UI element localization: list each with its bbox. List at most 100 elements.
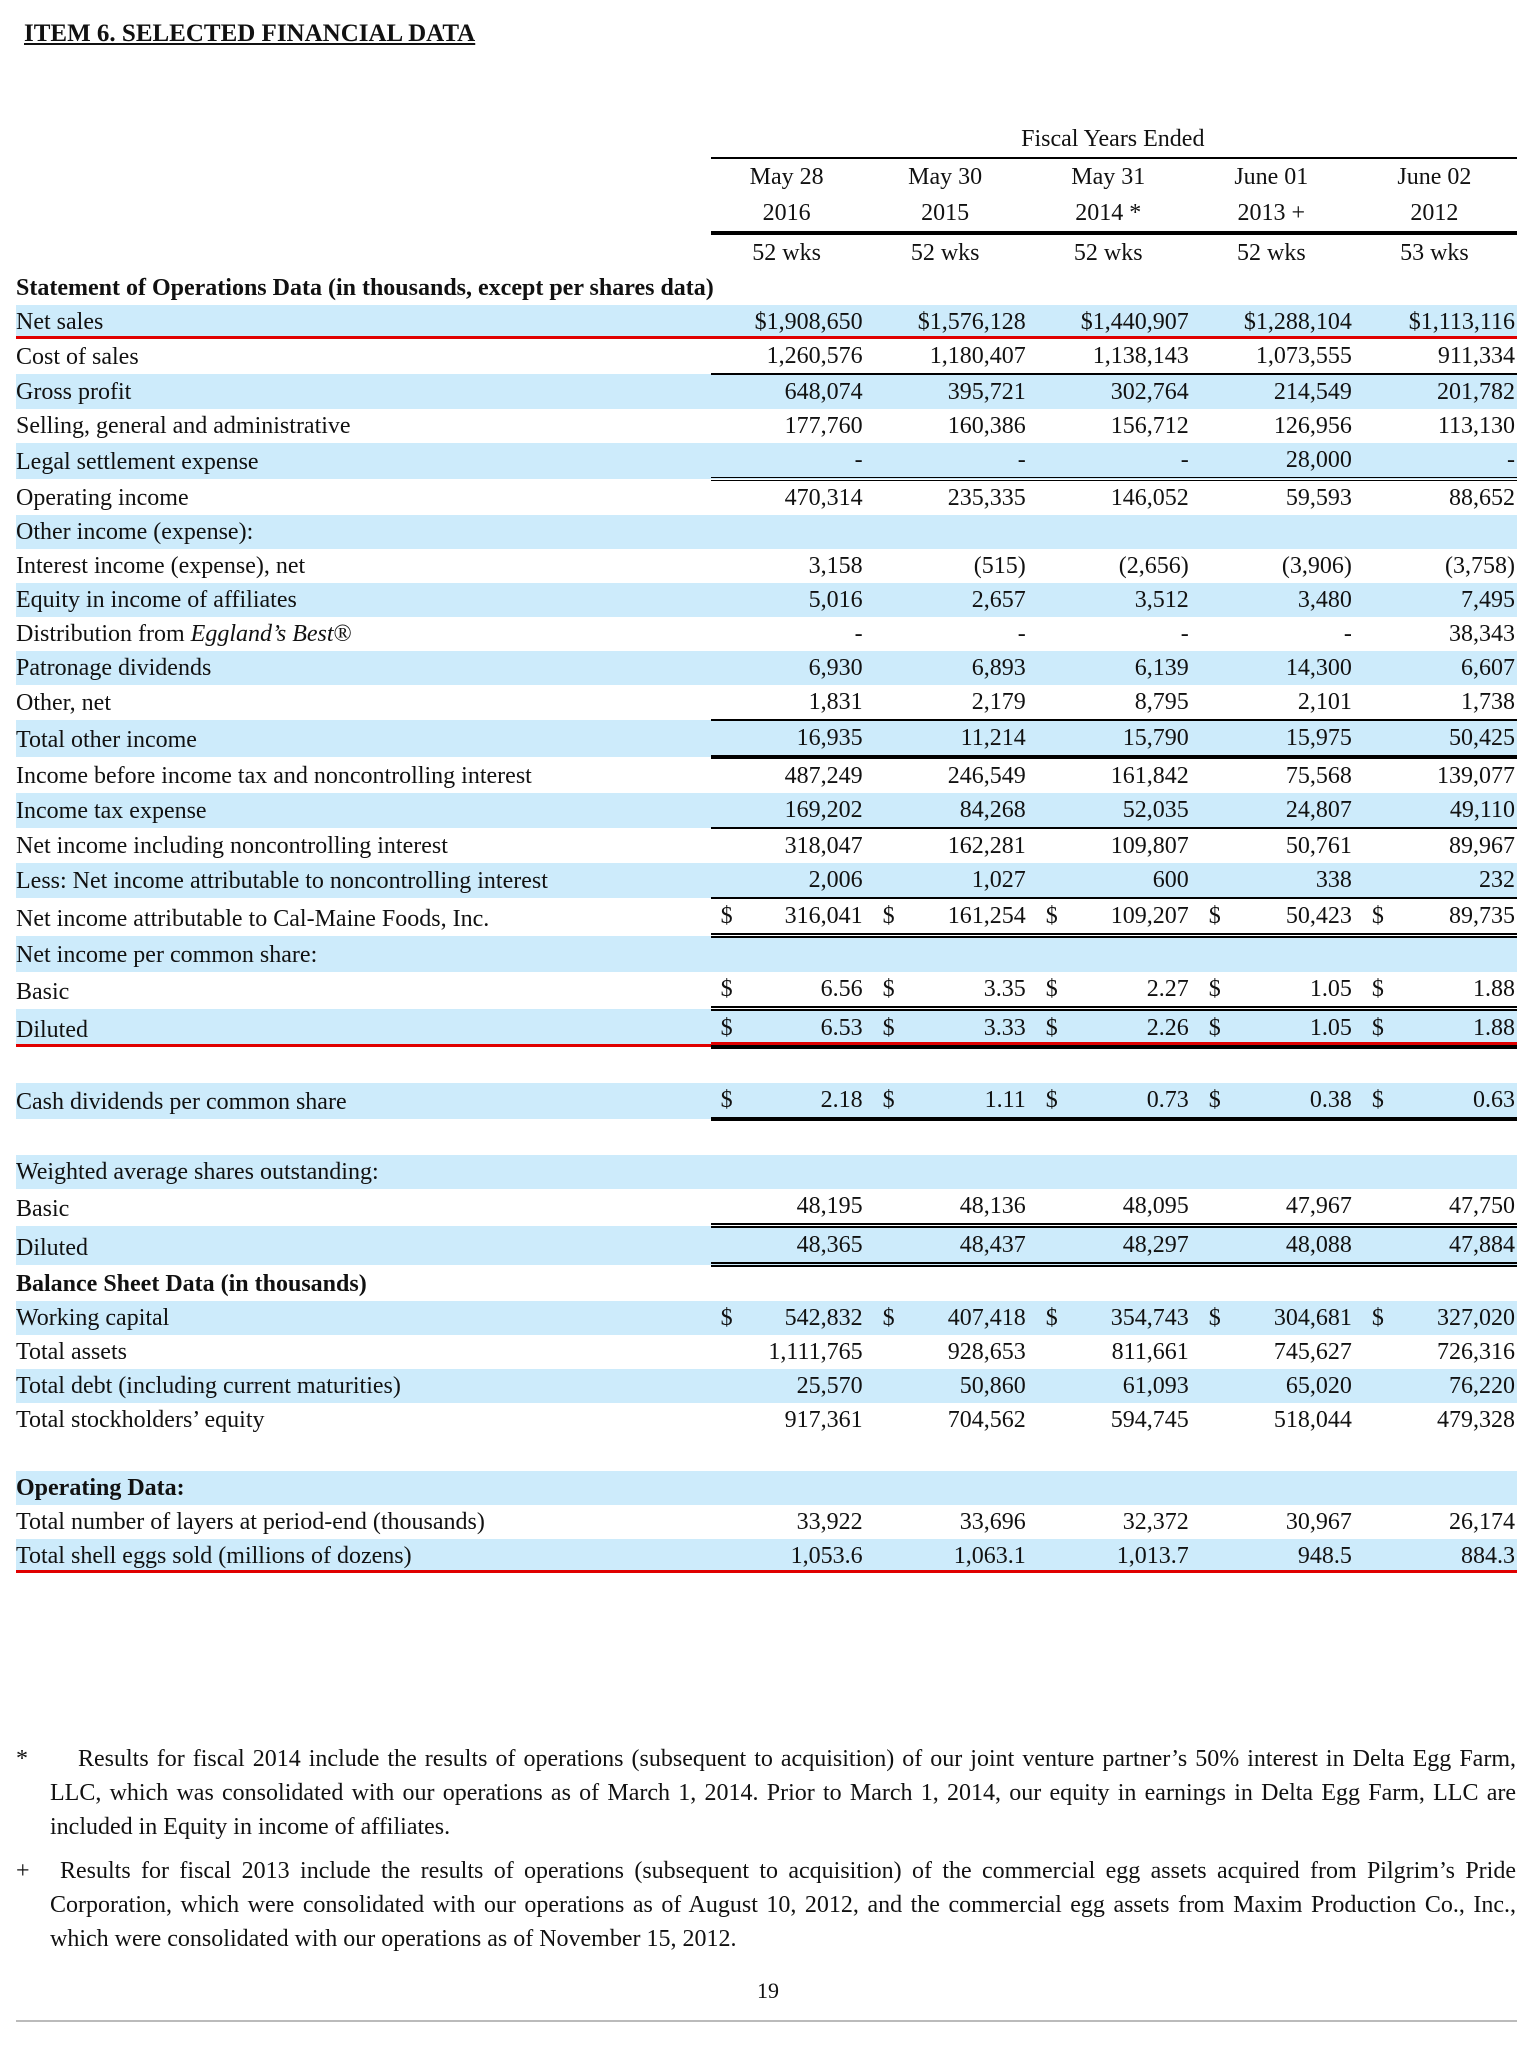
row-label-text: Income tax expense [16,798,207,824]
row-label-text: Net income including noncontrolling inte… [16,833,448,859]
table-row: Total assets 1,111,765 928,653 811,661 745,6… [16,1335,1517,1369]
value-text: - [1180,447,1189,473]
page-bottom-rule [16,2020,1517,2022]
row-label-text: Basic [16,1195,70,1222]
row-label-text: Statement of Operations Data (in thousan… [16,275,714,301]
value-cell: 487,249 [711,757,865,793]
value-text: 302,764 [1110,379,1189,405]
value-cell: 25,570 [710,1369,865,1403]
value-cell: $1.05 [1190,972,1354,1011]
value-cell: 24,807 [1190,793,1354,828]
value-cell: 49,110 [1353,793,1517,828]
value-text: 338 [1315,867,1352,893]
value-text: 600 [1152,867,1189,893]
value-text: 38,343 [1449,621,1515,647]
row-label: Total debt (including current maturities… [16,1369,711,1403]
row-label-text: Legal settlement expense [16,449,259,475]
value-cell [864,1119,1028,1155]
row-label-text: Cash dividends per common share [16,1089,347,1115]
row-label: Interest income (expense), net [16,549,711,583]
row-label [16,1437,711,1471]
value-text: 49,110 [1449,797,1515,823]
row-label: Balance Sheet Data (in thousands) [16,1265,711,1302]
row-label: Net sales [16,305,711,339]
value-text: 201,782 [1437,379,1515,405]
table-row: Income before income tax and noncontroll… [16,757,1517,793]
row-label-text: Equity in income of affiliates [16,587,297,613]
currency-symbol: $ [882,1087,895,1113]
currency-symbol: $ [1208,1087,1221,1113]
row-label: Total stockholders’ equity [16,1403,711,1437]
value-text: - [854,447,863,473]
value-text: 487,249 [784,763,863,789]
spacer-row [16,1047,1517,1083]
table-row: Legal settlement expense - - - 28,000 - [16,443,1517,479]
section-heading-row: Other income (expense): [16,515,1517,549]
value-cell: 47,967 [1190,1189,1354,1228]
row-label [16,1047,711,1083]
value-text: 47,967 [1285,1193,1352,1219]
section-heading-row: Statement of Operations Data (in thousan… [16,271,1517,305]
value-cell: 146,052 [1027,477,1191,515]
header-year-row: 2016 2015 2014 * 2013 +2012 [16,195,1517,235]
value-text: 928,653 [947,1339,1026,1365]
value-cell: - [710,443,865,479]
value-cell [1353,935,1517,972]
value-text: 354,743 [1110,1305,1189,1331]
value-cell: 479,328 [1354,1403,1517,1437]
value-text: 52,035 [1122,797,1189,823]
value-cell: (3,758) [1354,549,1517,583]
value-cell: 318,047 [710,827,865,863]
value-text: 246,549 [947,763,1026,789]
row-label-text: Less: Net income attributable to noncont… [16,868,548,894]
currency-symbol: $ [1371,976,1384,1002]
value-text: 48,088 [1285,1232,1352,1258]
table-row: Total number of layers at period-end (th… [16,1505,1517,1539]
value-text: 704,562 [947,1407,1026,1433]
value-text: 1,111,765 [768,1339,863,1365]
value-cell: $0.63 [1353,1083,1517,1121]
column-header-week: 52 wks [1236,240,1306,266]
currency-symbol: $ [882,1015,895,1041]
value-cell: - [864,443,1028,479]
value-cell: $1,440,907 [1027,305,1191,339]
value-text: 726,316 [1437,1339,1515,1365]
column-header-week: 52 wks [910,240,980,266]
value-cell: 48,136 [864,1189,1028,1228]
value-text: 2,101 [1297,689,1352,715]
value-cell [865,1265,1028,1302]
value-text: 2.27 [1146,976,1189,1002]
value-text: 395,721 [947,379,1026,405]
value-cell [1353,515,1517,549]
value-cell: - [1028,617,1191,651]
value-text: 1,063.1 [953,1543,1026,1569]
row-label-text: Other, net [16,690,112,716]
row-label-text: Diluted [16,1017,88,1043]
value-cell: 61,093 [1027,1369,1191,1403]
value-cell [1027,1119,1191,1155]
value-cell [1353,1047,1517,1083]
currency-symbol: $ [1371,903,1384,929]
value-cell [1191,271,1354,305]
row-label: Other, net [16,685,711,720]
row-label-text: Total stockholders’ equity [16,1407,265,1433]
value-text: 479,328 [1437,1407,1515,1433]
value-text: 304,681 [1273,1305,1352,1331]
value-cell: 6,893 [864,651,1028,685]
column-header-week: 52 wks [1073,240,1143,266]
value-cell: 88,652 [1353,477,1517,515]
value-cell: $161,254 [864,898,1028,938]
value-cell: $1,288,104 [1190,305,1354,339]
value-cell [1353,1155,1517,1189]
value-cell: 33,922 [711,1505,865,1539]
value-cell: 65,020 [1190,1369,1354,1403]
value-text: 745,627 [1273,1339,1352,1365]
value-text: 407,418 [947,1305,1026,1331]
value-text: 884.3 [1461,1543,1515,1569]
value-cell: 161,842 [1028,757,1191,793]
value-cell: 48,437 [864,1225,1028,1267]
currency-symbol: $ [1208,976,1221,1002]
brand-name: Eggland’s Best [190,621,334,647]
value-cell [1027,1155,1191,1189]
currency-symbol: $ [1371,1305,1384,1331]
